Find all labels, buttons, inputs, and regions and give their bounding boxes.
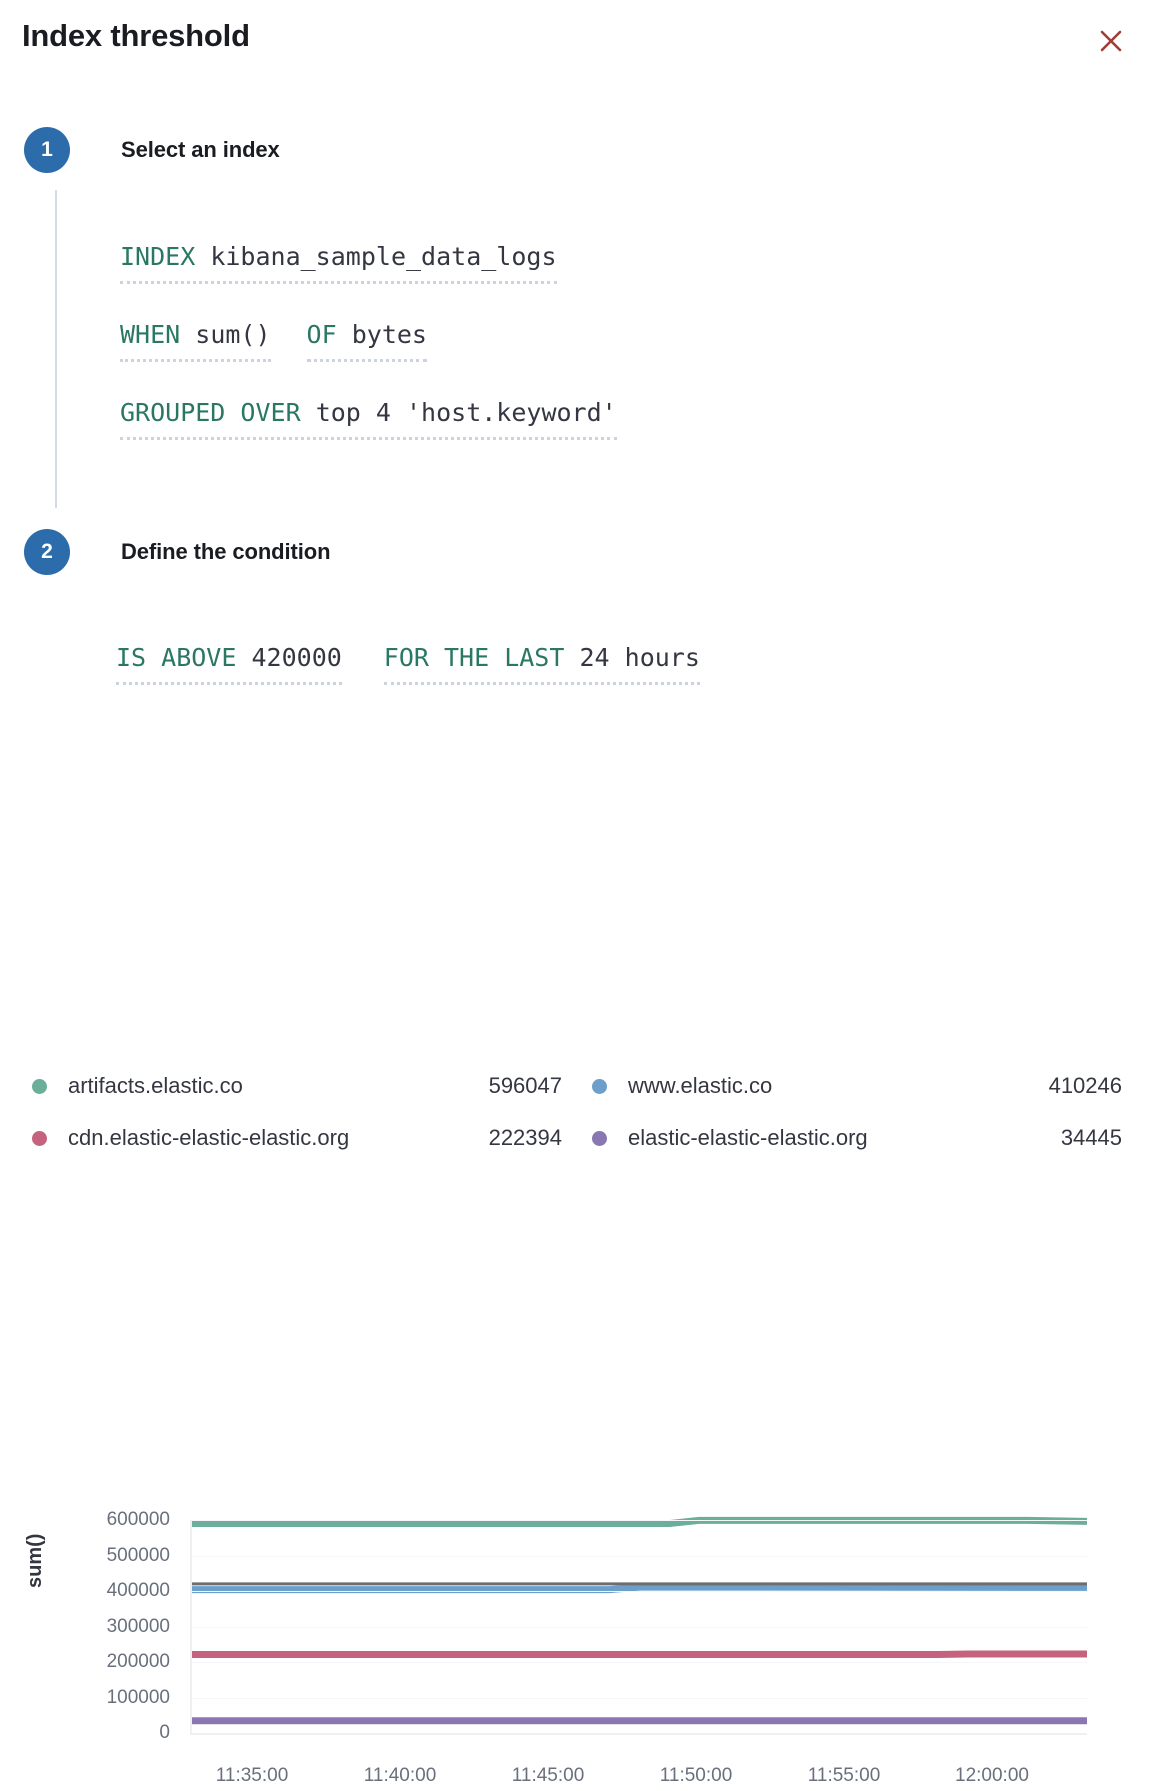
index-threshold-panel: Index threshold 1 Select an index INDEX …	[0, 18, 1174, 1786]
step-2-number: 2	[24, 529, 70, 575]
close-icon[interactable]	[1096, 26, 1126, 56]
of-value: bytes	[351, 320, 427, 349]
condition-expression-group: IS ABOVE 420000 FOR THE LAST 24 hours	[116, 641, 700, 685]
chart-series-line	[192, 1583, 1088, 1594]
page-title: Index threshold	[22, 18, 250, 53]
x-axis-tick: 11:45:00	[511, 1765, 585, 1786]
legend-item[interactable]: elastic-elastic-elastic.org 34445	[584, 1112, 1144, 1164]
close-icon-glyph	[1100, 30, 1122, 52]
x-axis-tick: 11:50:00	[659, 1765, 733, 1786]
is-above-value: 420000	[251, 643, 342, 672]
y-axis-tick: 300000	[106, 1615, 170, 1637]
threshold-preview-chart: sum() 600000 500000 400000 300000 200000 1000…	[0, 745, 1174, 1786]
legend-value: 222394	[488, 1125, 562, 1150]
when-expression[interactable]: WHEN sum()	[120, 318, 271, 362]
x-axis-tick: 11:55:00	[807, 1765, 881, 1786]
step-2-title: Define the condition	[121, 539, 331, 564]
x-axis-tick: 11:40:00	[363, 1765, 437, 1786]
chart-legend: artifacts.elastic.co 596047 www.elastic.co…	[24, 1060, 1144, 1164]
grouped-over-expression[interactable]: GROUPED OVER top 4 'host.keyword'	[120, 396, 617, 440]
legend-label: www.elastic.co	[628, 1073, 773, 1098]
step-1-number: 1	[24, 127, 70, 173]
y-axis-tick: 200000	[106, 1651, 170, 1672]
chart-gridline	[192, 1697, 1087, 1699]
y-axis-tick-labels: 600000 500000 400000 300000 200000 100000 0	[60, 1490, 170, 1743]
y-axis-tick: 400000	[106, 1580, 170, 1601]
step-connector-line	[55, 190, 57, 508]
step-1-title: Select an index	[121, 137, 280, 162]
y-axis-tick: 100000	[106, 1686, 170, 1708]
x-axis-tick: 12:00:00	[955, 1765, 1029, 1786]
legend-item[interactable]: www.elastic.co 410246	[584, 1060, 1144, 1112]
legend-value: 34445	[1060, 1125, 1122, 1150]
chart-gridline	[192, 1662, 1087, 1663]
legend-color-dot	[592, 1078, 607, 1094]
when-value: sum()	[195, 320, 271, 349]
for-the-last-expression[interactable]: FOR THE LAST 24 hours	[383, 641, 700, 685]
chart-series-line	[192, 1650, 1087, 1659]
legend-color-dot	[32, 1130, 47, 1146]
index-expression[interactable]: INDEX kibana_sample_data_logs	[120, 240, 557, 284]
grouped-over-keyword: GROUPED OVER	[120, 398, 301, 427]
chart-gridline	[192, 1626, 1087, 1628]
grouped-over-value: top 4 'host.keyword'	[315, 398, 617, 427]
legend-item[interactable]: artifacts.elastic.co 596047	[24, 1060, 584, 1112]
x-axis-tick-labels: 11:35:00 11:40:00 11:45:00 11:50:00 11:55:00…	[190, 1765, 1090, 1791]
legend-label: cdn.elastic-elastic-elastic.org	[68, 1125, 350, 1150]
chart-plot-area	[190, 1516, 1088, 1735]
of-expression[interactable]: OF bytes	[306, 318, 427, 362]
step-2: 2 Define the condition	[24, 529, 331, 575]
when-expression-group: WHEN sum() OF bytes	[120, 318, 427, 362]
index-value: kibana_sample_data_logs	[210, 242, 557, 271]
y-axis-tick: 600000	[106, 1509, 170, 1530]
when-keyword: WHEN	[120, 320, 181, 349]
y-axis-tick: 0	[159, 1722, 170, 1743]
chart-gridline	[192, 1591, 1087, 1592]
legend-value: 596047	[488, 1073, 562, 1098]
of-keyword: OF	[306, 320, 337, 349]
y-axis-tick: 500000	[106, 1544, 170, 1566]
step-1: 1 Select an index	[24, 127, 280, 173]
for-the-last-value: 24 hours	[579, 643, 700, 672]
legend-value: 410246	[1048, 1073, 1122, 1098]
chart-gridline	[192, 1555, 1087, 1557]
is-above-expression[interactable]: IS ABOVE 420000	[116, 641, 342, 685]
index-expression-group: INDEX kibana_sample_data_logs	[120, 240, 557, 284]
legend-color-dot	[592, 1130, 607, 1146]
legend-label: artifacts.elastic.co	[68, 1073, 243, 1098]
for-the-last-keyword: FOR THE LAST	[383, 643, 565, 672]
legend-item[interactable]: cdn.elastic-elastic-elastic.org 222394	[24, 1112, 584, 1164]
legend-label: elastic-elastic-elastic.org	[628, 1125, 868, 1150]
index-keyword: INDEX	[120, 242, 196, 271]
y-axis-title: sum()	[24, 1533, 46, 1588]
grouped-over-expression-group: GROUPED OVER top 4 'host.keyword'	[120, 396, 617, 440]
legend-color-dot	[32, 1078, 47, 1094]
is-above-keyword: IS ABOVE	[116, 643, 237, 672]
x-axis-tick: 11:35:00	[215, 1765, 289, 1786]
chart-gridline	[192, 1520, 1087, 1521]
